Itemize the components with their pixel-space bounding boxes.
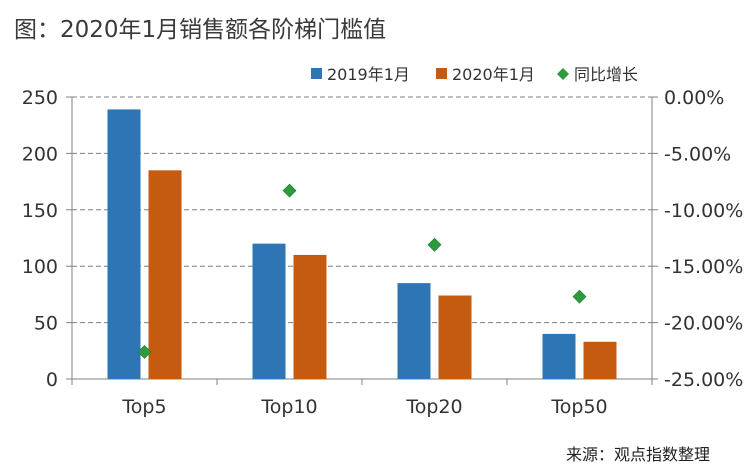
chart-title: 图：2020年1月销售额各阶梯门槛值 xyxy=(14,17,387,43)
legend-swatch xyxy=(557,68,569,80)
bar xyxy=(397,283,431,379)
y2-tick-label: -5.00% xyxy=(664,143,731,165)
legend-swatch xyxy=(436,68,447,79)
y-tick-label: 200 xyxy=(22,143,58,165)
bar xyxy=(148,170,182,379)
bar xyxy=(542,333,576,379)
growth-marker xyxy=(282,183,297,198)
legend-label: 2020年1月 xyxy=(452,65,535,84)
y2-tick-label: -25.00% xyxy=(664,369,743,391)
y-tick-label: 0 xyxy=(46,369,58,391)
y-tick-label: 150 xyxy=(22,200,58,222)
growth-marker xyxy=(427,237,442,252)
y2-tick-label: 0.00% xyxy=(664,87,724,109)
bar xyxy=(583,341,617,379)
y-tick-label: 100 xyxy=(22,256,58,278)
y-tick-label: 50 xyxy=(34,313,58,335)
bar xyxy=(293,254,327,379)
bar xyxy=(252,243,286,379)
y2-tick-label: -15.00% xyxy=(664,256,743,278)
growth-marker xyxy=(572,289,587,304)
y2-tick-label: -20.00% xyxy=(664,313,743,335)
bar xyxy=(438,295,472,379)
source-note: 来源：观点指数整理 xyxy=(565,445,710,464)
legend-label: 同比增长 xyxy=(574,65,638,84)
bar xyxy=(107,109,141,380)
growth-marker xyxy=(137,345,152,359)
y2-tick-label: -10.00% xyxy=(664,200,743,222)
legend-swatch xyxy=(311,68,322,79)
x-tick-label: Top20 xyxy=(405,396,462,418)
x-tick-label: Top50 xyxy=(550,396,607,418)
legend-label: 2019年1月 xyxy=(327,65,410,84)
x-tick-label: Top10 xyxy=(260,396,317,418)
y-tick-label: 250 xyxy=(22,87,58,109)
x-tick-label: Top5 xyxy=(121,396,166,418)
